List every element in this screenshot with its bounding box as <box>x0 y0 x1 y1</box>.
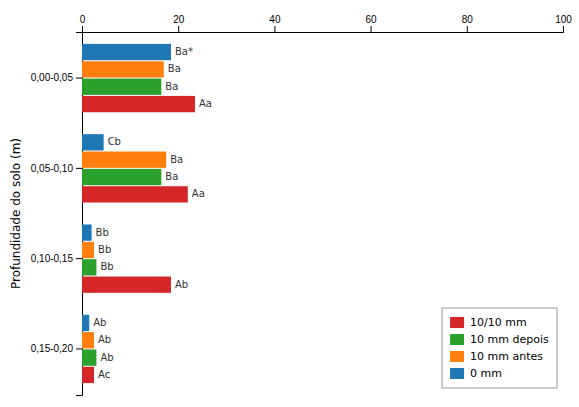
x-tick: 40 <box>269 14 281 32</box>
bar <box>82 61 164 77</box>
legend-label: 10/10 mm <box>470 316 527 329</box>
x-axis: 0 20 40 60 80 100 <box>80 14 573 33</box>
x-tick-mark <box>467 26 468 32</box>
legend-label: 0 mm <box>470 367 502 380</box>
legend-label: 10 mm antes <box>470 350 543 363</box>
y-tick: 0,00-0,05 <box>31 72 82 83</box>
y-tick: 0,05-0,10 <box>31 163 82 174</box>
bar-labels: Ba* Cb Bb Ab Ba Ba Bb Ab Ba Ba Bb Ab Aa Aa Ab Ac <box>93 46 212 380</box>
legend-item: 10/10 mm <box>450 316 527 329</box>
bar-label: Ba* <box>175 46 193 57</box>
y-tick-mark <box>76 168 82 169</box>
bar <box>82 224 92 240</box>
bar <box>82 332 94 348</box>
x-axis-line <box>83 26 564 33</box>
bar <box>82 242 94 258</box>
bar <box>82 367 94 383</box>
x-tick-mark <box>563 26 564 32</box>
x-tick-label: 20 <box>173 14 185 25</box>
x-tick-label: 40 <box>269 14 281 25</box>
y-tick-label: 0,05-0,10 <box>31 163 74 174</box>
bar <box>82 79 161 95</box>
bar-label: Ab <box>100 352 113 363</box>
bar-label: Ba <box>165 81 178 92</box>
x-tick: 80 <box>462 14 474 32</box>
bar <box>82 134 104 150</box>
plot: 0204060801000,00-0,050,05-0,100,10-0,150… <box>31 14 573 396</box>
y-tick-label: 0,10-0,15 <box>31 253 74 264</box>
x-tick-label: 100 <box>555 14 572 25</box>
legend: 10/10 mm 10 mm depois 10 mm antes 0 mm <box>442 308 557 388</box>
bar-label: Ba <box>168 63 181 74</box>
y-axis-title: Profundidade do solo (m) <box>9 138 23 289</box>
legend-item: 10 mm depois <box>450 333 549 346</box>
legend-item: 0 mm <box>450 367 502 380</box>
x-tick-label: 60 <box>366 14 378 25</box>
legend-box <box>442 308 557 388</box>
bar <box>82 152 166 168</box>
bar-label: Aa <box>199 98 212 109</box>
x-tick-mark <box>274 26 275 32</box>
x-tick-label: 0 <box>80 14 86 25</box>
y-tick-mark <box>76 78 82 79</box>
bar <box>82 259 96 275</box>
legend-swatch <box>450 334 464 345</box>
x-tick: 20 <box>173 14 185 32</box>
bar <box>82 96 195 112</box>
bar <box>82 277 171 293</box>
legend-swatch <box>450 317 464 328</box>
bar-label: Ab <box>175 279 188 290</box>
bar-label: Bb <box>96 227 109 238</box>
legend-label: 10 mm depois <box>470 333 549 346</box>
y-tick-label: 0,15-0,20 <box>31 343 74 354</box>
x-tick-mark <box>82 26 83 32</box>
legend-swatch <box>450 368 464 379</box>
bar-label: Ac <box>98 369 110 380</box>
y-axis: 0,00-0,05 0,05-0,10 0,10-0,15 0,15-0,20 <box>31 33 83 396</box>
x-tick-mark <box>371 26 372 32</box>
bar <box>82 315 89 331</box>
x-tick-mark <box>178 26 179 32</box>
legend-swatch <box>450 351 464 362</box>
bar <box>82 169 161 185</box>
x-tick: 60 <box>366 14 378 32</box>
bar <box>82 44 171 60</box>
bar <box>82 186 188 202</box>
y-tick: 0,10-0,15 <box>31 253 82 264</box>
x-tick-label: 80 <box>462 14 474 25</box>
legend-item: 10 mm antes <box>450 350 543 363</box>
y-tick-label: 0,00-0,05 <box>31 72 74 83</box>
bar-label: Aa <box>192 188 205 199</box>
bar-label: Ba <box>165 171 178 182</box>
bar <box>82 349 96 365</box>
y-tick-mark <box>76 348 82 349</box>
bars <box>82 44 195 383</box>
y-tick: 0,15-0,20 <box>31 343 82 354</box>
y-axis-line <box>76 33 83 396</box>
chart: 0204060801000,00-0,050,05-0,100,10-0,150… <box>0 0 579 407</box>
bar-label: Cb <box>108 136 121 147</box>
y-tick-mark <box>76 258 82 259</box>
x-tick: 100 <box>555 14 572 32</box>
bar-label: Bb <box>98 244 111 255</box>
bar-label: Ba <box>170 154 183 165</box>
bar-label: Ab <box>98 334 111 345</box>
x-tick: 0 <box>80 14 86 32</box>
bar-label: Bb <box>100 261 113 272</box>
bar-label: Ab <box>93 317 106 328</box>
